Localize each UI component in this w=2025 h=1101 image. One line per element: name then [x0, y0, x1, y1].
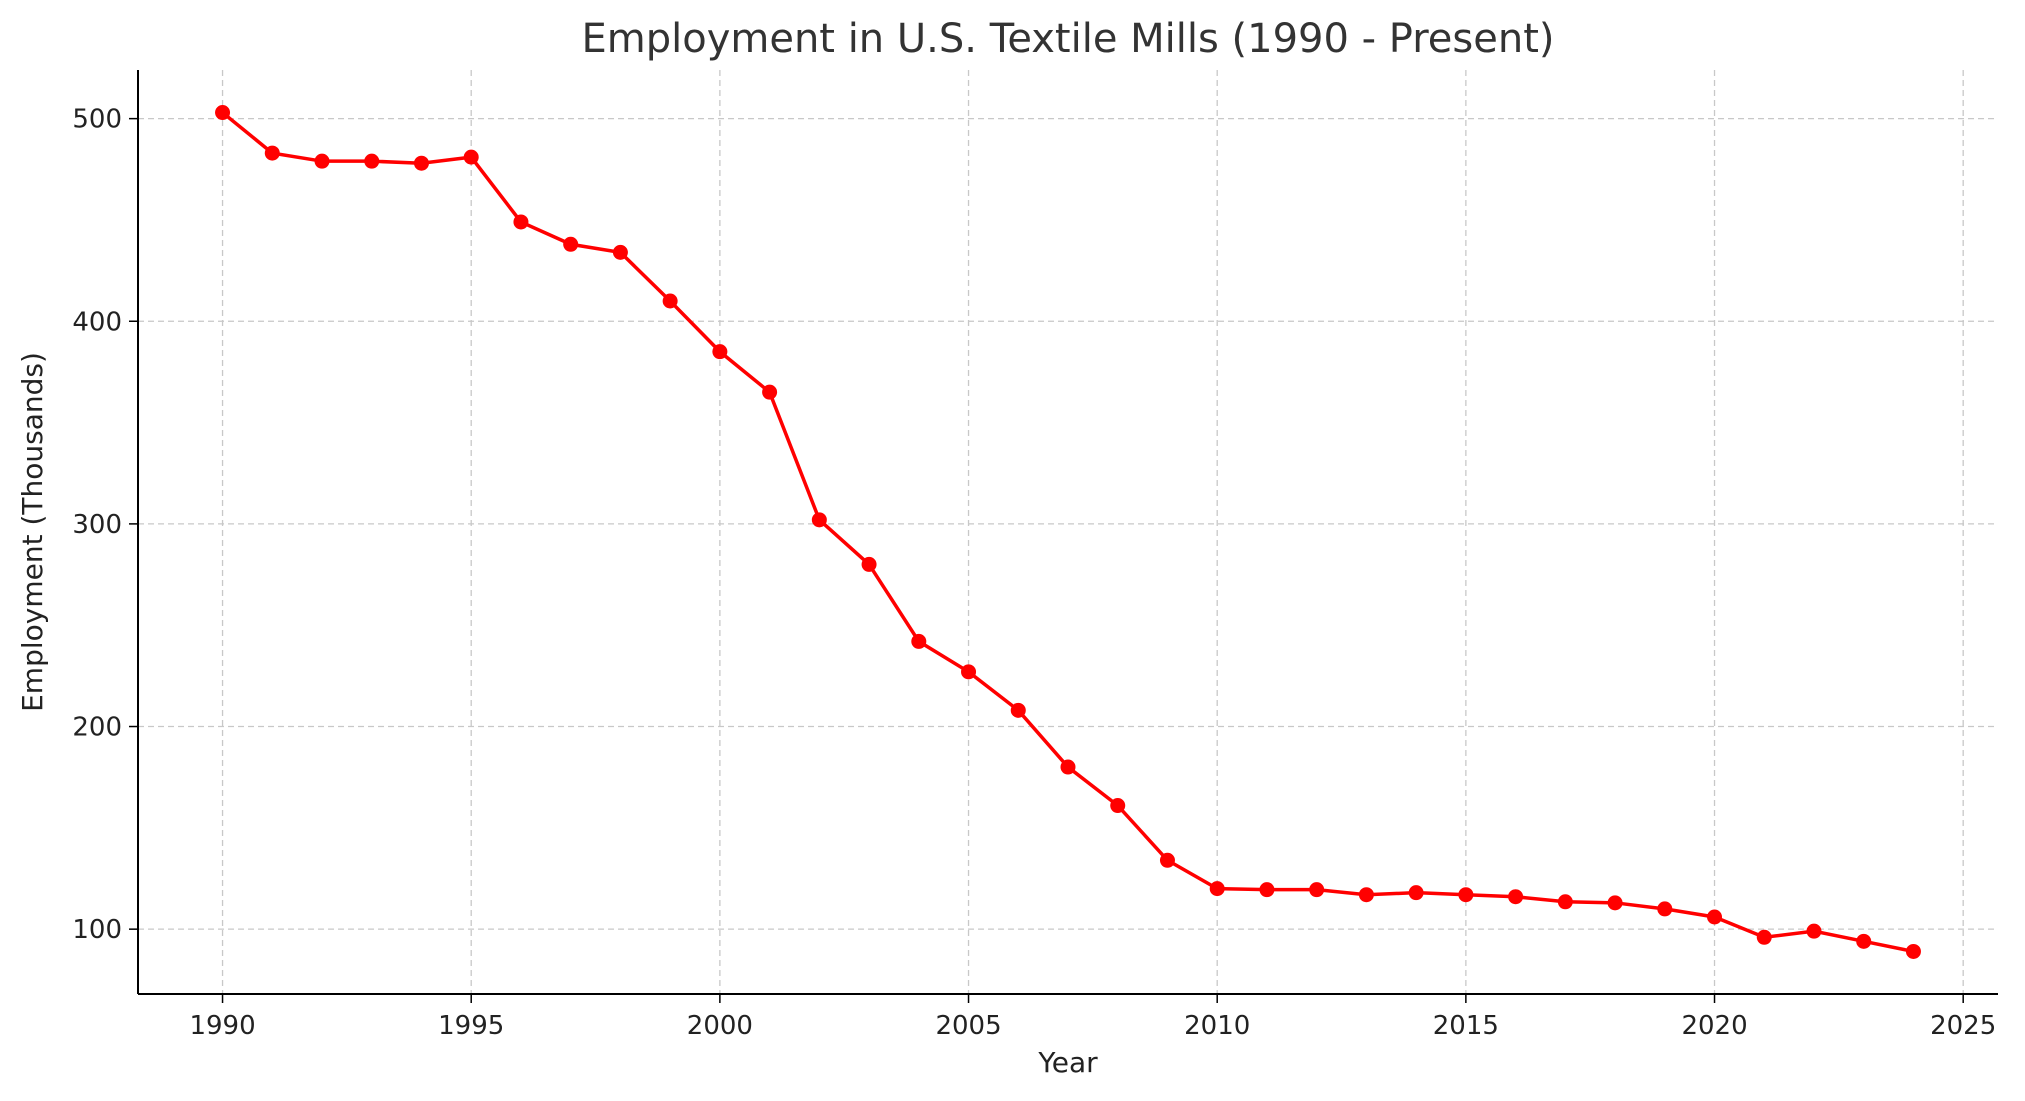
x-tick-label: 2010 — [1184, 1011, 1250, 1041]
data-point — [1557, 894, 1573, 910]
data-point — [413, 155, 429, 171]
data-point — [1458, 887, 1474, 903]
data-point — [1110, 798, 1126, 814]
data-point — [1508, 889, 1524, 905]
x-axis-label: Year — [1037, 1046, 1098, 1079]
data-point — [1707, 909, 1723, 925]
data-points — [215, 105, 1921, 959]
chart-title: Employment in U.S. Textile Mills (1990 -… — [581, 16, 1554, 62]
data-point — [215, 105, 231, 121]
data-point — [463, 149, 479, 165]
data-point — [1905, 943, 1921, 959]
data-point — [1309, 882, 1325, 898]
data-point — [1607, 895, 1623, 911]
data-point — [1408, 885, 1424, 901]
data-point — [264, 145, 280, 161]
grid — [138, 70, 1998, 994]
data-point — [861, 556, 877, 572]
data-point — [1358, 887, 1374, 903]
x-tick-label: 1990 — [189, 1011, 255, 1041]
data-point — [314, 153, 330, 169]
x-tick-label: 2000 — [687, 1011, 753, 1041]
data-point — [612, 244, 628, 260]
data-point — [1259, 882, 1275, 898]
data-point — [1060, 759, 1076, 775]
data-point — [1756, 929, 1772, 945]
y-tick-label: 100 — [72, 915, 122, 945]
data-point — [762, 384, 778, 400]
data-point — [563, 236, 579, 252]
x-tick-label: 2015 — [1433, 1011, 1499, 1041]
data-point — [513, 214, 529, 230]
data-point — [1657, 901, 1673, 917]
data-point — [1010, 702, 1026, 718]
data-point — [1209, 881, 1225, 897]
x-tick-label: 1995 — [438, 1011, 504, 1041]
axes — [137, 70, 1998, 995]
x-tick-label: 2005 — [935, 1011, 1001, 1041]
data-point — [961, 664, 977, 680]
y-tick-label: 200 — [72, 713, 122, 743]
y-axis-label: Employment (Thousands) — [16, 352, 49, 712]
data-point — [811, 512, 827, 528]
data-point — [911, 633, 927, 649]
x-tick-label: 2020 — [1681, 1011, 1747, 1041]
y-tick-label: 300 — [72, 510, 122, 540]
series-line — [221, 111, 1914, 954]
y-tick-label: 500 — [72, 105, 122, 135]
data-point — [1159, 852, 1175, 868]
data-point — [1806, 923, 1822, 939]
x-tick-label: 2025 — [1930, 1011, 1996, 1041]
data-point — [662, 293, 678, 309]
data-point — [364, 153, 380, 169]
data-point — [1856, 933, 1872, 949]
y-tick-label: 400 — [72, 307, 122, 337]
data-point — [712, 344, 728, 360]
